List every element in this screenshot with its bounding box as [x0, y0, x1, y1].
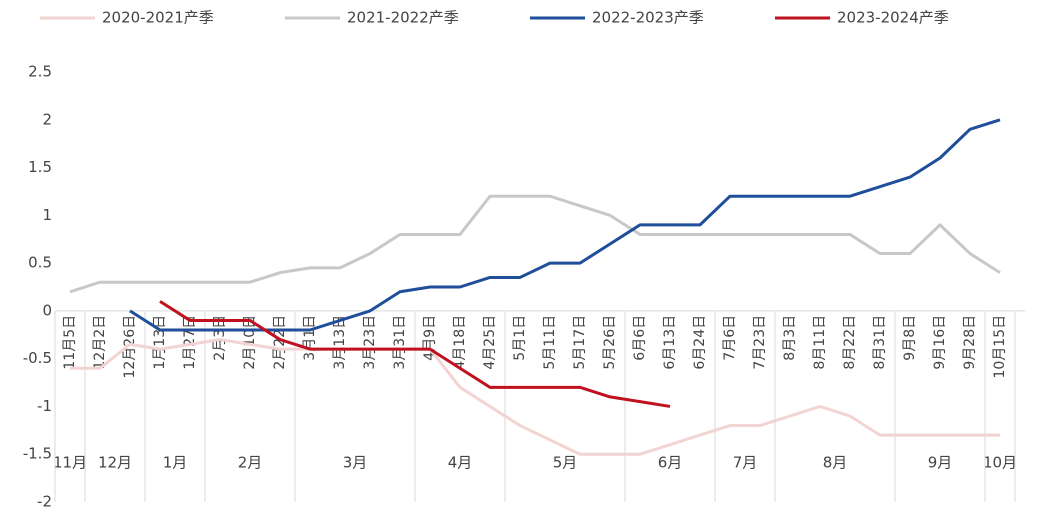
- x-tick-label: 9月28日: [962, 315, 978, 370]
- x-tick-label: 8月11日: [812, 315, 828, 370]
- legend-label: 2022-2023产季: [592, 9, 704, 27]
- y-tick-label: 1: [42, 206, 52, 224]
- x-tick-label: 3月13日: [332, 315, 348, 370]
- x-tick-label: 8月3日: [782, 315, 798, 361]
- y-tick-label: -1.5: [23, 445, 52, 463]
- x-tick-label: 6月24日: [692, 315, 708, 370]
- y-tick-label: 0.5: [28, 254, 52, 272]
- x-tick-label: 10月15日: [992, 315, 1008, 379]
- month-label: 5月: [553, 454, 578, 472]
- x-tick-label: 12月26日: [122, 315, 138, 379]
- series-line: [70, 338, 1000, 456]
- x-tick-label: 12月2日: [92, 315, 108, 370]
- legend-label: 2021-2022产季: [347, 9, 459, 27]
- month-label: 10月: [983, 454, 1017, 472]
- month-label: 6月: [658, 454, 683, 472]
- x-tick-label: 3月1日: [302, 315, 318, 361]
- month-label: 8月: [823, 454, 848, 472]
- series-line: [159, 300, 671, 408]
- month-label: 3月: [343, 454, 368, 472]
- x-tick-label: 8月22日: [842, 315, 858, 370]
- x-tick-label: 6月6日: [632, 315, 648, 361]
- y-tick-label: 2: [42, 110, 52, 128]
- month-label: 4月: [448, 454, 473, 472]
- x-tick-label: 3月23日: [362, 315, 378, 370]
- month-label: 9月: [928, 454, 953, 472]
- series-line: [129, 118, 1001, 332]
- x-tick-label: 9月8日: [902, 315, 918, 361]
- y-tick-label: -1: [37, 397, 52, 415]
- month-label: 1月: [163, 454, 188, 472]
- x-tick-label: 8月31日: [872, 315, 888, 370]
- y-tick-label: -2: [37, 493, 52, 511]
- x-tick-label: 5月11日: [542, 315, 558, 370]
- x-tick-label: 2月3日: [212, 315, 228, 361]
- y-tick-label: 1.5: [28, 158, 52, 176]
- y-tick-label: -0.5: [23, 349, 52, 367]
- month-label: 11月: [53, 454, 87, 472]
- y-tick-label: 0: [42, 301, 52, 319]
- x-tick-label: 5月26日: [602, 315, 618, 370]
- x-tick-label: 4月18日: [452, 315, 468, 370]
- x-tick-label: 5月17日: [572, 315, 588, 370]
- x-tick-label: 6月13日: [662, 315, 678, 370]
- x-tick-label: 11月5日: [62, 315, 78, 370]
- x-tick-label: 1月13日: [152, 315, 168, 370]
- legend-label: 2020-2021产季: [102, 9, 214, 27]
- legend-label: 2023-2024产季: [837, 9, 949, 27]
- month-label: 2月: [238, 454, 263, 472]
- x-tick-label: 7月6日: [722, 315, 738, 361]
- month-label: 12月: [98, 454, 132, 472]
- y-tick-label: 2.5: [28, 63, 52, 81]
- x-tick-label: 3月31日: [392, 315, 408, 370]
- x-tick-label: 5月1日: [512, 315, 528, 361]
- month-label: 7月: [733, 454, 758, 472]
- x-tick-label: 7月23日: [752, 315, 768, 370]
- x-tick-label: 4月25日: [482, 315, 498, 370]
- x-tick-label: 9月16日: [932, 315, 948, 370]
- series-line: [69, 194, 1001, 294]
